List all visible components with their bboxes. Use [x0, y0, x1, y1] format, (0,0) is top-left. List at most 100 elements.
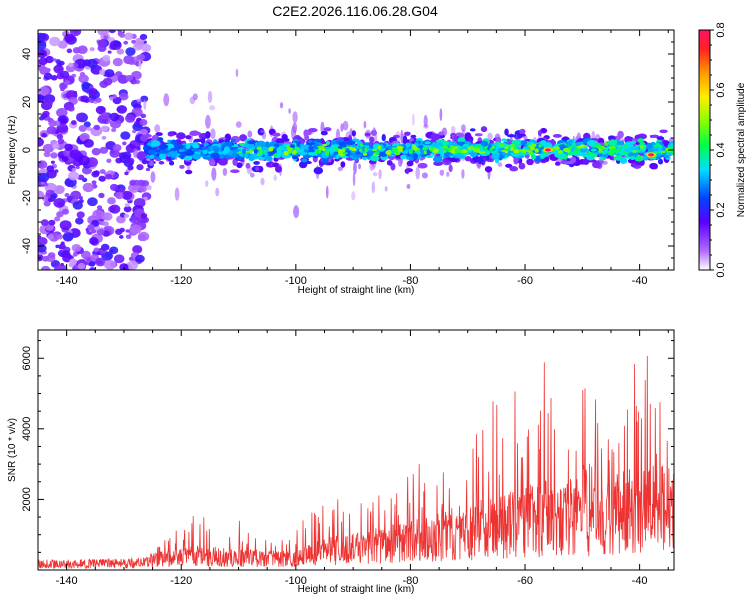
noise-blob [53, 185, 65, 195]
faint-blob [351, 191, 356, 201]
signal-blob [308, 146, 315, 150]
halo-blob [176, 132, 186, 140]
halo-blob [464, 132, 472, 141]
halo-blob [272, 132, 281, 137]
bright-blob [272, 153, 278, 157]
noise-blob [93, 247, 100, 253]
noise-blob [38, 172, 50, 183]
noise-blob [49, 36, 61, 47]
halo-blob [404, 131, 411, 136]
noise-blob [70, 190, 82, 200]
halo-blob [305, 161, 312, 165]
bright-blob [553, 146, 560, 150]
noise-blob [117, 30, 123, 33]
halo-blob [351, 130, 356, 137]
noise-blob [109, 183, 119, 191]
noise-blob [95, 257, 106, 267]
noise-blob [52, 58, 57, 62]
halo-blob [272, 162, 279, 168]
noise-blob [102, 77, 113, 86]
snr-frame [37, 329, 675, 571]
noise-blob [125, 229, 130, 233]
signal-blob [520, 140, 528, 146]
noise-blob [60, 262, 64, 266]
faint-blob [446, 171, 450, 177]
noise-blob [70, 120, 77, 125]
noise-blob [64, 80, 71, 86]
signal-blob [669, 142, 674, 148]
noise-blob [48, 219, 56, 226]
halo-blob [299, 161, 308, 169]
signal-blob [425, 154, 434, 159]
signal-blob [301, 158, 308, 163]
noise-blob [112, 57, 123, 67]
x-tick-label: -100 [285, 575, 307, 587]
snr-panel: -140 -120 -100 -80 -60 -40 2000 4000 6000 Heigh… [7, 329, 675, 595]
bright-blob [491, 145, 496, 149]
halo-blob [650, 134, 659, 138]
bright-blob [325, 150, 329, 156]
bright-blob [256, 146, 262, 151]
signal-blob [273, 143, 280, 148]
faint-blob [292, 111, 298, 124]
noise-blob [137, 53, 146, 61]
bright-blob [531, 143, 537, 148]
faint-blob [273, 174, 278, 181]
signal-blob [147, 149, 157, 155]
signal-blob [501, 138, 507, 142]
halo-blob [313, 166, 324, 175]
halo-blob [191, 131, 202, 136]
noise-blob [131, 39, 136, 44]
faint-blob [372, 172, 378, 177]
signal-blob [325, 140, 331, 146]
x-tick-label: -140 [56, 275, 78, 287]
noise-blob [102, 221, 109, 227]
noise-blob [43, 200, 51, 207]
signal-blob [230, 138, 236, 143]
noise-blob [83, 138, 94, 148]
bright-blob [631, 150, 637, 153]
halo-blob [480, 126, 488, 133]
bright-blob [478, 151, 486, 154]
halo-blob [236, 162, 243, 169]
noise-blob [47, 197, 53, 202]
hotspot [590, 148, 597, 152]
noise-blob [107, 50, 112, 54]
bright-blob [239, 143, 245, 146]
spectrogram-y-label: Frequency (Hz) [7, 116, 18, 185]
halo-blob [255, 166, 260, 171]
noise-blob [136, 164, 144, 171]
signal-blob [457, 154, 466, 159]
signal-blob [222, 155, 231, 159]
noise-blob [68, 62, 74, 68]
noise-blob [90, 229, 97, 234]
signal-blob [598, 157, 607, 161]
bright-blob [510, 148, 514, 151]
noise-blob [115, 191, 124, 200]
bright-blob [283, 151, 289, 156]
noise-blob [42, 143, 54, 154]
bright-blob [359, 143, 364, 147]
faint-blob [288, 108, 291, 114]
halo-blob [145, 167, 151, 172]
halo-blob [410, 134, 417, 139]
bright-blob [412, 146, 418, 151]
noise-blob [50, 75, 58, 81]
noise-blob [108, 30, 116, 34]
y-tick-label: 20 [21, 96, 33, 108]
halo-blob [386, 159, 393, 166]
bright-blob [450, 145, 454, 149]
signal-blob [628, 146, 639, 151]
noise-blob [112, 94, 117, 99]
y-tick-label: 2000 [21, 487, 33, 511]
signal-blob [558, 156, 565, 160]
halo-blob [657, 158, 664, 165]
noise-blob [127, 58, 136, 65]
signal-blob [370, 155, 380, 162]
bright-blob [268, 146, 274, 152]
signal-blob [203, 142, 209, 147]
noise-blob [119, 263, 129, 270]
noise-blob [113, 40, 121, 48]
signal-blob [670, 150, 674, 156]
noise-blob [42, 110, 50, 117]
